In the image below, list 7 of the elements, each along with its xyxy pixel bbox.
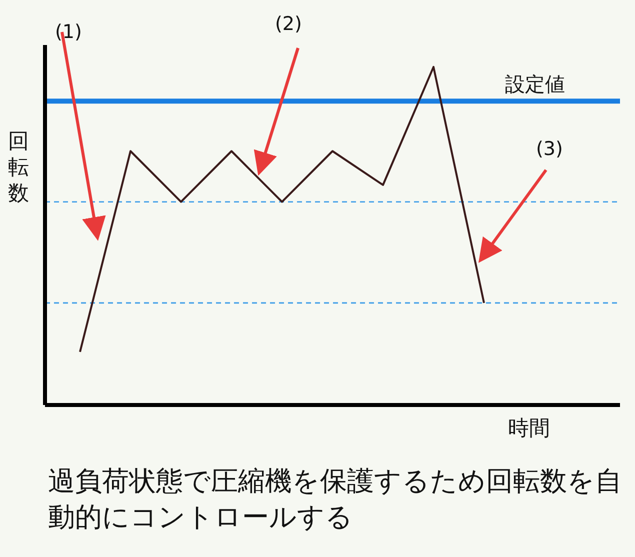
text: (3) bbox=[536, 138, 563, 160]
text: 過負荷状態で圧縮機を保護するため回転数を自動的にコントロールする bbox=[48, 465, 623, 535]
x-axis-title: 時間 bbox=[508, 415, 550, 442]
y-axis-title: 回転数 bbox=[8, 128, 30, 206]
text: (1) bbox=[55, 21, 82, 43]
text: (2) bbox=[275, 13, 302, 35]
ref-line-label: 設定値 bbox=[505, 72, 565, 96]
